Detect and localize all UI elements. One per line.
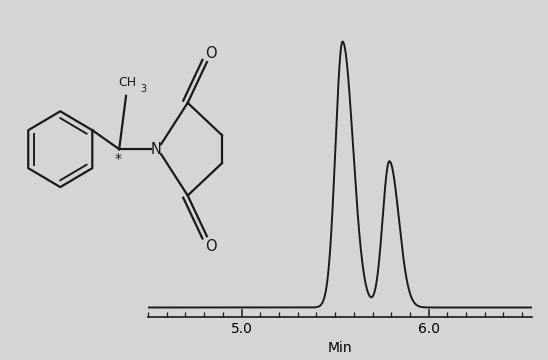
Text: O: O: [205, 46, 217, 61]
Text: CH: CH: [118, 76, 136, 89]
Text: O: O: [205, 239, 217, 253]
Text: N: N: [151, 142, 162, 157]
Text: *: *: [115, 152, 121, 166]
Text: 3: 3: [141, 85, 147, 94]
X-axis label: Min: Min: [328, 341, 352, 355]
